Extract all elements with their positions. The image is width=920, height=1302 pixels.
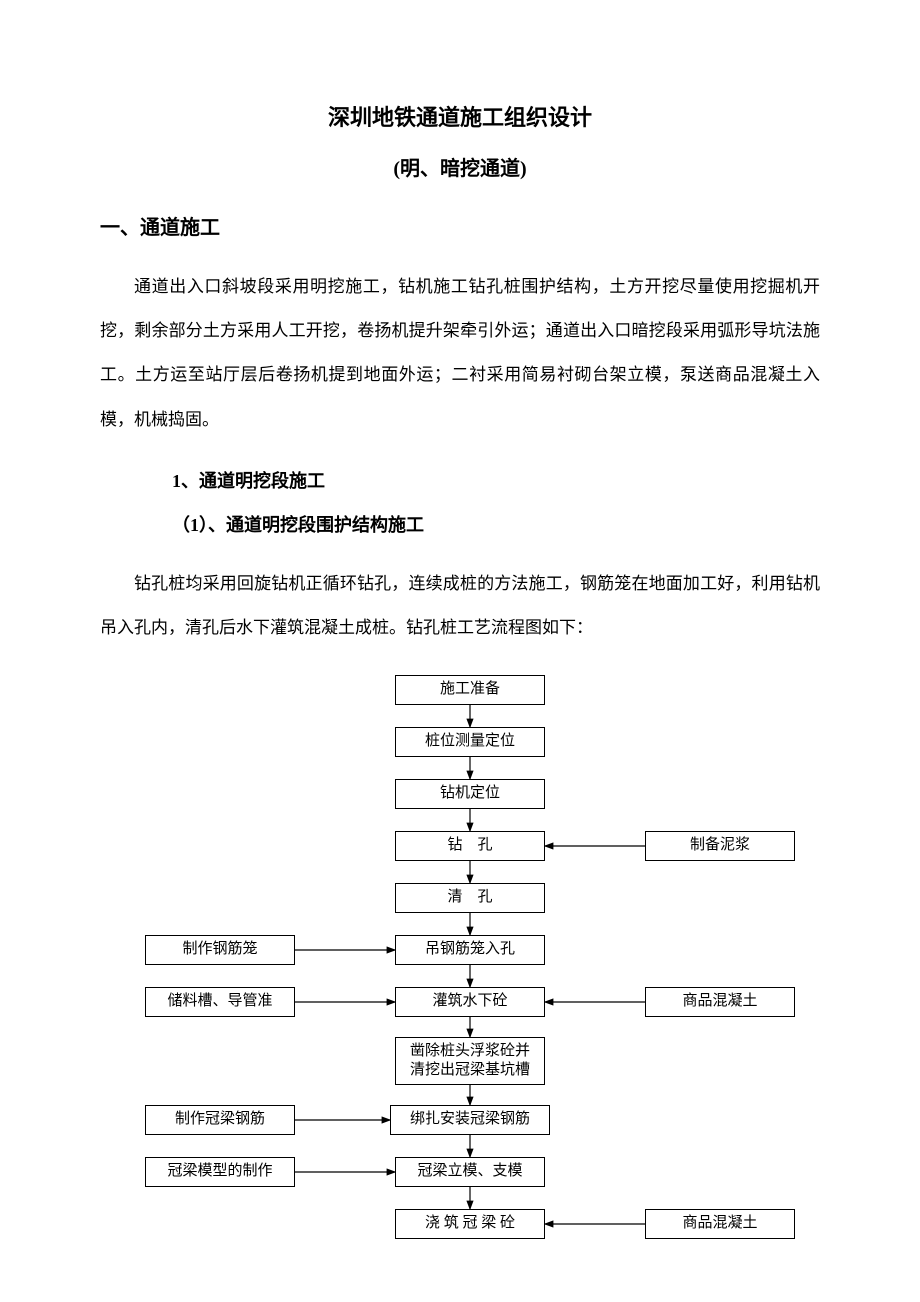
doc-title-sub: (明、暗挖通道) [100, 152, 820, 181]
flow-node-n3: 钻机定位 [395, 779, 545, 809]
flow-node-n1: 施工准备 [395, 675, 545, 705]
flow-node-n6: 吊钢筋笼入孔 [395, 935, 545, 965]
flow-node-n8: 凿除桩头浮浆砼并清挖出冠梁基坑槽 [395, 1037, 545, 1085]
flow-node-s4: 商品混凝土 [645, 987, 795, 1017]
flow-node-n2: 桩位测量定位 [395, 727, 545, 757]
paragraph-2: 钻孔桩均采用回旋钻机正循环钻孔，连续成桩的方法施工，钢筋笼在地面加工好，利用钻机… [100, 562, 820, 650]
paragraph-1: 通道出入口斜坡段采用明挖施工，钻机施工钻孔桩围护结构，土方开挖尽量使用挖掘机开挖… [100, 265, 820, 442]
flow-node-s6: 冠梁模型的制作 [145, 1157, 295, 1187]
flow-node-n10: 冠梁立模、支模 [395, 1157, 545, 1187]
flow-node-s2: 制作钢筋笼 [145, 935, 295, 965]
section-1-heading: 一、通道施工 [100, 211, 820, 240]
flow-node-n9: 绑扎安装冠梁钢筋 [390, 1105, 550, 1135]
flow-node-n7: 灌筑水下砼 [395, 987, 545, 1017]
flow-node-n11: 浇 筑 冠 梁 砼 [395, 1209, 545, 1239]
doc-title-main: 深圳地铁通道施工组织设计 [100, 100, 820, 132]
subheading-1: 1、通道明挖段施工 [172, 467, 820, 493]
flowchart: 施工准备桩位测量定位钻机定位钻 孔清 孔吊钢筋笼入孔灌筑水下砼凿除桩头浮浆砼并清… [100, 675, 820, 1245]
flow-node-s1: 制备泥浆 [645, 831, 795, 861]
flow-node-s7: 商品混凝土 [645, 1209, 795, 1239]
flow-node-n5: 清 孔 [395, 883, 545, 913]
subheading-2: （1）、通道明挖段围护结构施工 [172, 511, 820, 537]
flow-node-s5: 制作冠梁钢筋 [145, 1105, 295, 1135]
flow-node-s3: 储料槽、导管准 [145, 987, 295, 1017]
flow-node-n4: 钻 孔 [395, 831, 545, 861]
